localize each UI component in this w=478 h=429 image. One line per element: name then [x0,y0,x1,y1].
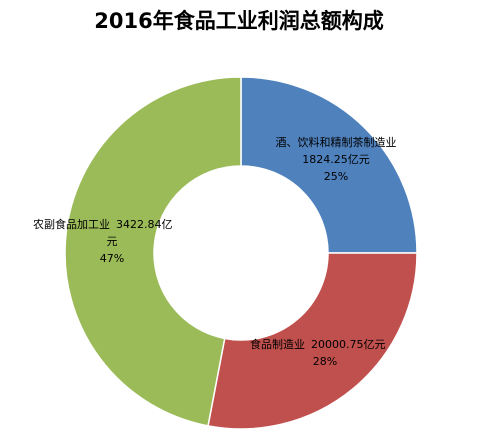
slice-label-percent-0: 25% [324,170,348,183]
slice-label-name-0: 酒、饮料和精制茶制造业 [276,135,397,149]
slice-label-line-2: 农副食品加工业 3422.84亿 [33,217,173,231]
donut-slice-0 [240,76,418,254]
chart-title: 2016年食品工业利润总额构成 [94,9,383,33]
slice-label-name-1: 食品制造业 [250,337,305,351]
slice-label-name-2: 农副食品加工业 [33,217,110,231]
slice-label-percent-2: 47% [100,252,124,265]
slice-label-value-1: 20000.75亿元 [311,338,386,351]
slice-label-line-1: 食品制造业 20000.75亿元 [250,337,386,351]
donut-slice-2 [64,76,242,427]
slice-label-value-0: 1824.25亿元 [302,153,370,166]
slices-group [64,76,418,429]
slice-label-value-2b: 元 [107,235,118,248]
slice-label-value-2a: 3422.84亿 [116,218,173,231]
slice-label-percent-1: 28% [313,355,337,368]
labels-group: 酒、饮料和精制茶制造业 1824.25亿元 25% 食品制造业 20000.75亿… [33,135,397,368]
